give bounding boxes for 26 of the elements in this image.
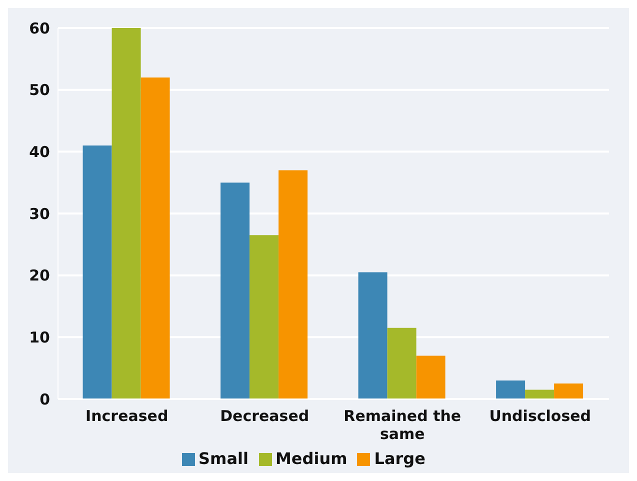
y-tick-label: 0 (40, 390, 50, 408)
bar (525, 390, 554, 399)
bar (250, 235, 279, 399)
bar (112, 28, 141, 399)
x-tick-label: Undisclosed (489, 407, 592, 425)
bar (278, 170, 308, 399)
bar (82, 145, 112, 399)
y-tick-label: 20 (29, 266, 50, 285)
bar (358, 272, 388, 399)
bar (140, 77, 170, 399)
y-tick-label: 10 (29, 328, 50, 346)
y-tick-label: 50 (29, 81, 50, 100)
bar (416, 356, 446, 399)
y-tick-label: 60 (29, 19, 50, 38)
legend-label: Small (198, 449, 248, 468)
bar (220, 182, 250, 399)
x-tick-label: Remained the same (344, 407, 462, 443)
bar (554, 384, 584, 399)
x-tick-label: Decreased (220, 407, 310, 425)
bar (387, 328, 416, 399)
y-tick-label: 40 (29, 142, 50, 161)
y-tick-label: 30 (29, 204, 50, 223)
bar (496, 380, 526, 399)
legend-label: Large (374, 449, 426, 468)
legend-label: Medium (276, 449, 348, 468)
x-tick-label: Increased (86, 407, 168, 425)
